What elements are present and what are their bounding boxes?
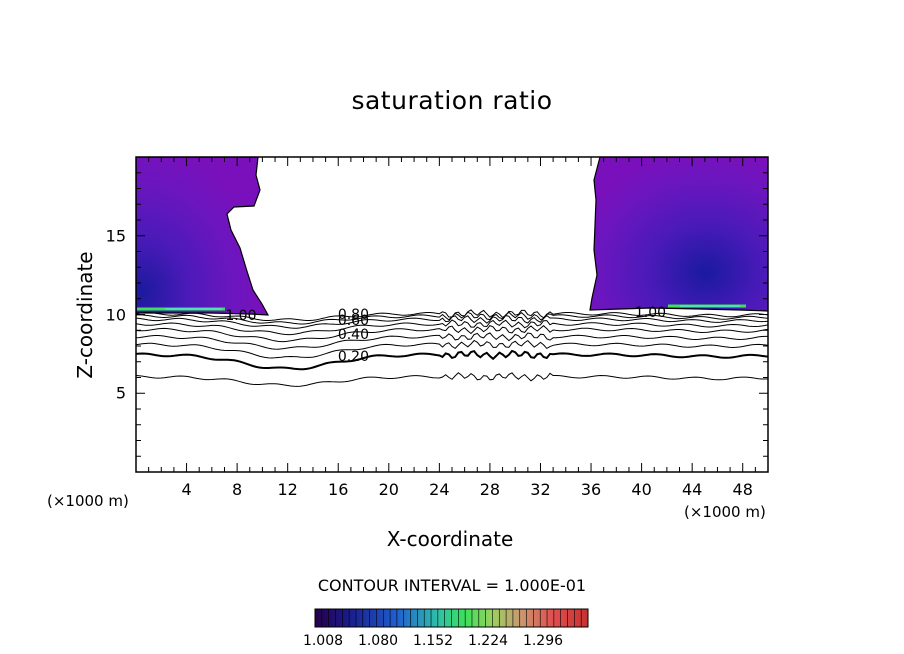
x-tick-label: 24 xyxy=(429,480,450,499)
right-cloud-region xyxy=(589,157,768,312)
x-unit-left: (×1000 m) xyxy=(47,492,129,510)
x-tick-label: 16 xyxy=(328,480,349,499)
contour-lines xyxy=(136,309,768,387)
axis-ticks xyxy=(136,157,768,472)
y-tick-label: 10 xyxy=(105,305,126,324)
y-axis-label: Z-coordinate xyxy=(73,251,97,379)
x-tick-label: 12 xyxy=(277,480,298,499)
contour-line xyxy=(136,372,768,387)
contour-label: 1.00 xyxy=(225,308,257,325)
chart-title: saturation ratio xyxy=(351,86,553,115)
x-tick-label: 32 xyxy=(530,480,551,499)
x-tick-label: 40 xyxy=(631,480,652,499)
x-tick-label: 4 xyxy=(181,480,192,499)
contour-line xyxy=(136,314,768,329)
contour-label: 0.40 xyxy=(337,326,369,343)
x-axis-label: X-coordinate xyxy=(386,527,514,551)
left-cloud-region xyxy=(136,157,270,316)
colorbar-label: 1.152 xyxy=(412,633,454,649)
y-tick-label: 5 xyxy=(115,383,126,403)
contour-label: 0.80 xyxy=(337,306,369,323)
x-tick-label: 48 xyxy=(732,480,753,499)
colorbar-label: 1.296 xyxy=(522,633,564,649)
colorbar-label: 1.224 xyxy=(467,633,509,649)
contour-line xyxy=(136,339,768,359)
y-tick-label: 15 xyxy=(105,226,126,246)
contour-label: 0.20 xyxy=(337,349,369,366)
x-tick-label: 44 xyxy=(681,480,703,499)
colorbar-label: 1.080 xyxy=(357,633,399,649)
contour-line xyxy=(136,319,768,336)
contour-label: 1.00 xyxy=(634,304,667,321)
contour-line xyxy=(136,349,768,371)
x-tick-label: 28 xyxy=(479,480,501,499)
contour-interval-text: CONTOUR INTERVAL = 1.000E-01 xyxy=(317,576,587,595)
x-unit-right: (×1000 m) xyxy=(684,503,766,521)
colorbar-ticks xyxy=(321,609,582,627)
contour-line xyxy=(136,324,768,343)
x-tick-label: 36 xyxy=(580,480,602,499)
colorbar-label: 1.008 xyxy=(302,633,344,649)
contour-label: 0.60 xyxy=(337,312,369,329)
x-tick-label: 20 xyxy=(378,480,399,499)
contour-line xyxy=(136,332,768,350)
x-tick-label: 8 xyxy=(232,480,243,499)
